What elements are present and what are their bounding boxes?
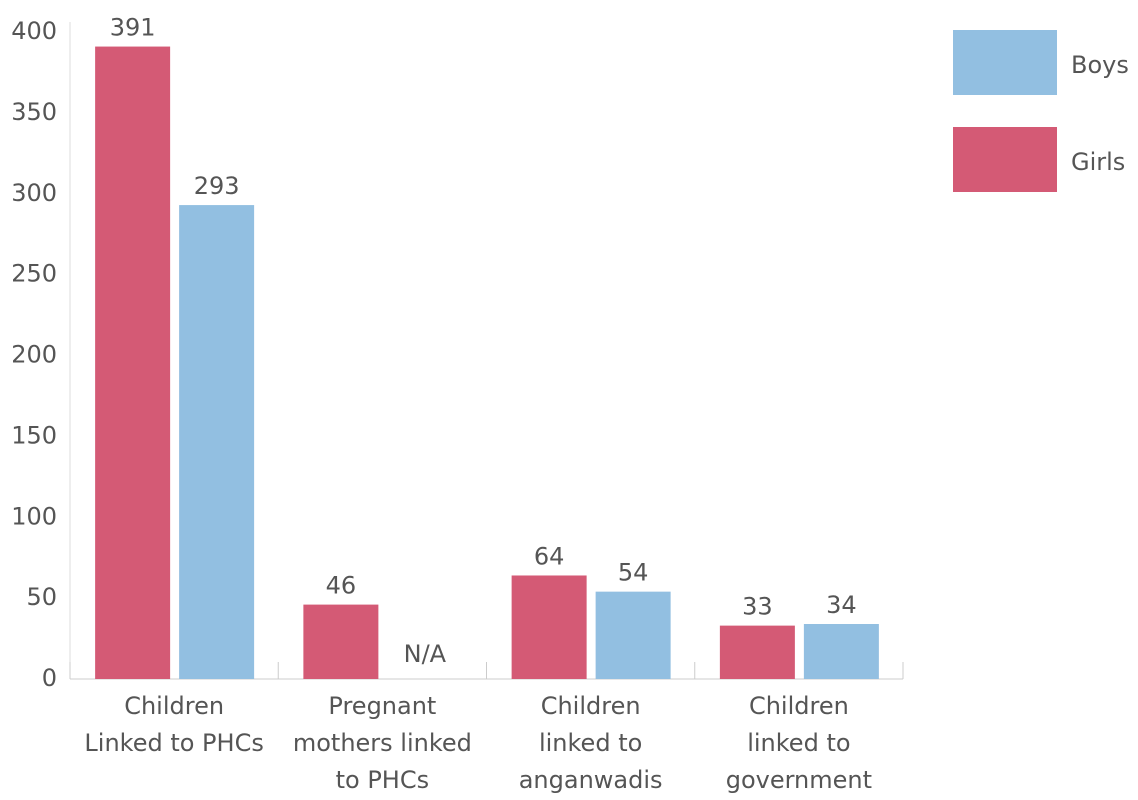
x-tick-label: Pregnant mothers linked to PHCs [293,692,472,794]
legend-label: Girls [1071,148,1125,176]
value-label: 293 [194,172,240,200]
y-tick-label: 150 [11,421,57,449]
bar [595,591,671,679]
value-label: 54 [618,559,649,587]
y-tick-label: 0 [42,664,57,692]
bar [719,625,795,679]
value-label: 391 [110,14,156,42]
y-tick-label: 100 [11,502,57,530]
y-tick-label: 50 [26,583,57,611]
legend-label: Boys [1071,51,1129,79]
value-label: 33 [742,593,773,621]
x-tick-label: Children linked to government [726,692,872,794]
value-label: 64 [534,542,565,570]
bar [95,46,171,680]
bar [803,624,879,679]
legend-swatch [953,127,1057,192]
y-tick-label: 400 [11,17,57,45]
x-tick-label: Children Linked to PHCs [84,692,263,757]
y-tick-label: 250 [11,260,57,288]
bar [511,575,587,679]
y-tick-label: 200 [11,341,57,369]
y-tick-label: 350 [11,98,57,126]
value-label: 46 [326,572,357,600]
bar [179,205,255,679]
legend-swatch [953,30,1057,95]
value-label: 34 [826,591,857,619]
x-tick-label: Children linked to anganwadis [519,692,663,794]
y-tick-label: 300 [11,179,57,207]
bar [303,604,379,679]
value-label: N/A [404,640,447,668]
